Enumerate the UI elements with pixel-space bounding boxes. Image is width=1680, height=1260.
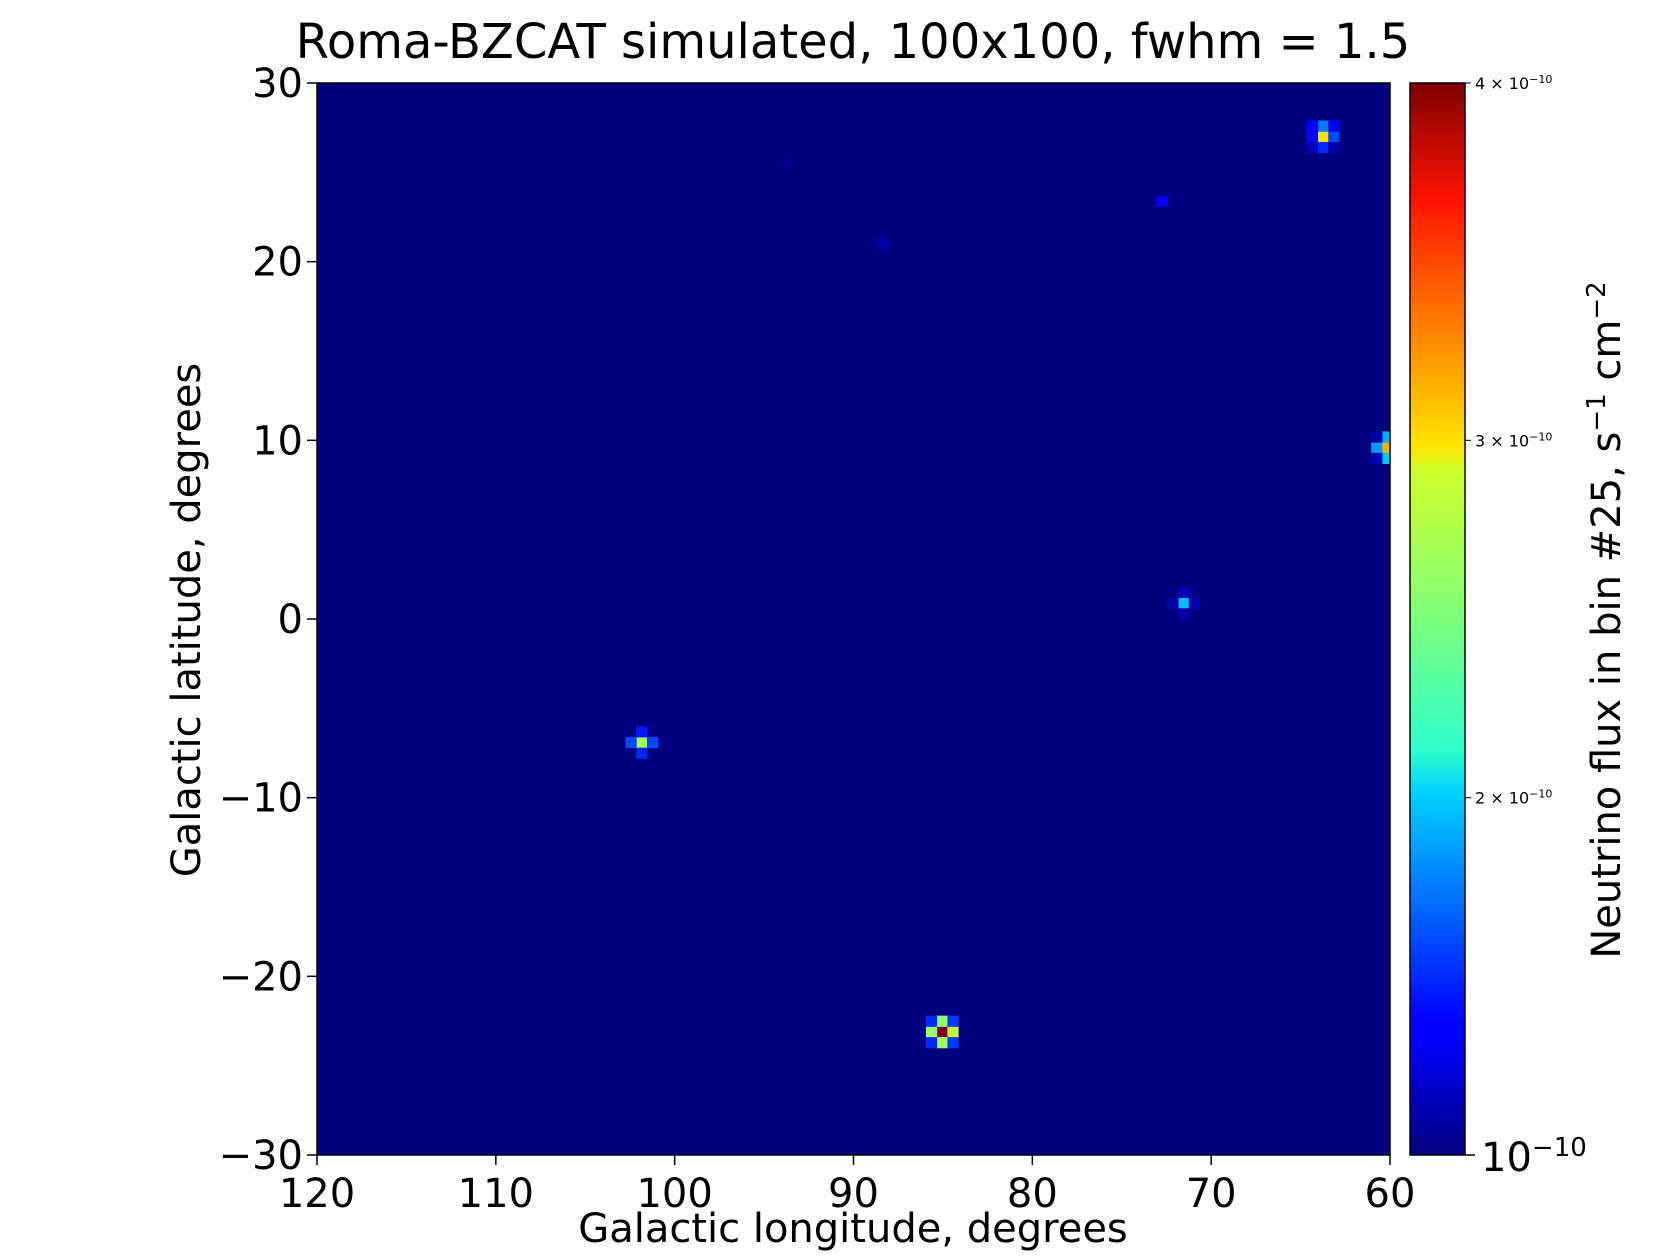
heatmap-cell (947, 1037, 959, 1049)
colorbar-tick-base: 10 (1481, 1135, 1532, 1181)
y-tick-label: 10 (252, 418, 303, 464)
colorbar-tick-base: 4 × 10 (1475, 74, 1529, 93)
heatmap-cell (636, 736, 648, 749)
heatmap-cell (1317, 141, 1329, 154)
colorbar-tick-base: 2 × 10 (1475, 789, 1529, 808)
heatmap-cell (1381, 431, 1390, 443)
x-axis-label: Galactic longitude, degrees (578, 1206, 1128, 1252)
heatmap-cell (1317, 120, 1329, 132)
colorbar-label-sup2: −2 (1582, 281, 1612, 319)
y-tick-label: 30 (252, 61, 303, 107)
y-tick-label: −30 (219, 1133, 303, 1179)
heatmap-cell (779, 156, 791, 168)
heatmap-cells (625, 120, 1390, 1049)
colorbar-frame (1409, 82, 1466, 1156)
heatmap-cell (877, 238, 889, 250)
heatmap-cell (1381, 442, 1390, 454)
x-tick-label: 80 (1007, 1171, 1058, 1217)
heatmap-cell (1178, 586, 1190, 599)
x-axis-ticks: 120 110 100 90 80 70 60 (279, 1155, 1416, 1217)
heatmap-cell (646, 736, 659, 749)
heatmap-cell (925, 1026, 938, 1038)
colorbar-tick-label: 2 × 10−10 (1475, 787, 1552, 808)
x-tick-label: 100 (636, 1171, 712, 1217)
y-axis-label: Galactic latitude, degrees (164, 363, 210, 878)
colorbar-label-sup1: −1 (1582, 393, 1612, 431)
chart-title: Roma-BZCAT simulated, 100x100, fwhm = 1.… (296, 14, 1411, 70)
heatmap-cell (1328, 131, 1340, 143)
colorbar-tick-exp: −10 (1529, 73, 1552, 86)
x-tick-label: 120 (279, 1171, 355, 1217)
heatmap-cell (947, 1026, 959, 1038)
colorbar-tick-label: 3 × 10−10 (1475, 430, 1552, 451)
heatmap-cell (636, 747, 648, 759)
colorbar-tick-exp: −10 (1529, 787, 1552, 800)
x-tick-label: 90 (828, 1171, 879, 1217)
heatmap-cell (1306, 141, 1319, 154)
colorbar-tick-base: 3 × 10 (1475, 431, 1529, 450)
heatmap-cell (1371, 452, 1383, 465)
y-tick-label: 20 (252, 240, 303, 286)
heatmap-cell (947, 1015, 959, 1027)
heatmap-cell (625, 736, 637, 749)
y-tick-label: −20 (219, 954, 303, 1000)
heatmap-cell (636, 726, 648, 738)
y-axis-ticks: 30 20 10 0 −10 −20 −30 (219, 61, 317, 1179)
heatmap-cell (1178, 597, 1190, 609)
heatmap-cell (1306, 120, 1319, 132)
x-tick-label: 70 (1186, 1171, 1237, 1217)
colorbar-label: Neutrino flux in bin #25, s−1 cm−2 (1582, 281, 1630, 958)
heatmap-cell (1178, 608, 1190, 620)
colorbar-gradient (1410, 83, 1465, 1155)
y-tick-label: 0 (278, 597, 303, 643)
heatmap-cell (1371, 431, 1383, 443)
heatmap-cell (1371, 442, 1383, 454)
heatmap-cell (1381, 452, 1390, 465)
heatmap-cell (1188, 597, 1201, 609)
heatmap-cell (1306, 131, 1319, 143)
colorbar-tick-label: 4 × 10−10 (1475, 73, 1552, 94)
heatmap-cell (936, 1026, 948, 1038)
heatmap-cell (1317, 131, 1329, 143)
colorbar-label-main: Neutrino flux in bin #25, s (1584, 432, 1630, 959)
heatmap-cell (936, 1015, 948, 1027)
heatmap-cell (925, 1037, 938, 1049)
colorbar-tick-exp: −10 (1529, 430, 1552, 443)
y-tick-label: −10 (219, 776, 303, 822)
x-tick-label: 110 (458, 1171, 534, 1217)
heatmap-cell (1328, 141, 1340, 154)
x-tick-label: 60 (1365, 1171, 1416, 1217)
plot-area (316, 82, 1391, 1156)
colorbar-tick-exp: −10 (1532, 1133, 1587, 1163)
heatmap-cell (925, 1015, 938, 1027)
heatmap-background (317, 83, 1390, 1155)
heatmap-cell (1156, 195, 1168, 207)
colorbar-label-mid: cm (1584, 320, 1630, 394)
heatmap-cell (1328, 120, 1340, 132)
heatmap-cell (936, 1037, 948, 1049)
colorbar-tick-label: 10−10 (1481, 1133, 1587, 1181)
heatmap-cell (1167, 597, 1179, 609)
